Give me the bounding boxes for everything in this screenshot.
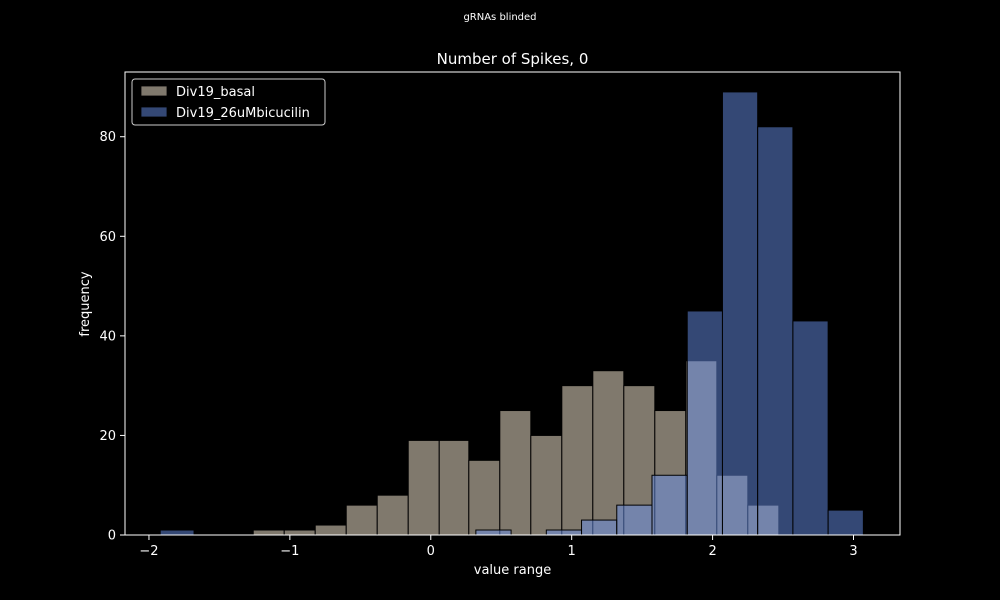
y-tick-label-1: 20 [99, 429, 116, 444]
bar-bicucilin-1 [475, 529, 512, 536]
bar-basal-10 [561, 385, 594, 536]
x-tick-label-0: −2 [139, 544, 158, 559]
x-tick-label-5: 3 [849, 544, 857, 559]
bar-bicucilin-10 [827, 509, 864, 536]
bar-basal-4 [376, 494, 409, 536]
legend-swatch-bicucilin [140, 106, 168, 118]
bar-basal-2 [314, 524, 347, 536]
legend-box [131, 78, 326, 126]
x-axis: −2 −1 0 1 2 3 [139, 535, 858, 559]
figure-suptitle: gRNAs blinded [463, 12, 536, 23]
bar-bicucilin-6 [686, 310, 723, 536]
bar-basal-7 [468, 459, 501, 536]
bar-bicucilin-3 [581, 519, 618, 536]
y-tick-label-3: 60 [99, 230, 116, 245]
y-axis-label: frequency [78, 271, 93, 337]
bar-bicucilin-5 [651, 474, 688, 536]
legend-label-bicucilin: Div19_26uMbicucilin [176, 106, 310, 121]
bar-basal-9 [530, 434, 563, 536]
bar-basal-5 [407, 439, 440, 536]
bar-bicucilin-8 [757, 126, 794, 536]
bar-bicucilin-4 [616, 504, 653, 536]
bar-bicucilin-9 [792, 320, 829, 536]
bar-basal-8 [499, 410, 532, 536]
x-tick-label-2: 0 [427, 544, 435, 559]
bars-layer [159, 91, 864, 536]
plot-frame [124, 71, 901, 536]
x-tick-label-3: 1 [568, 544, 576, 559]
x-axis-label: value range [474, 563, 551, 578]
y-axis: 0 20 40 60 80 [99, 130, 125, 544]
x-tick-label-4: 2 [708, 544, 716, 559]
x-tick-label-1: −1 [280, 544, 299, 559]
y-tick-label-2: 40 [99, 329, 116, 344]
legend-swatch-basal [140, 85, 168, 97]
legend: Div19_basal Div19_26uMbicucilin [131, 78, 326, 126]
bar-basal-1 [283, 529, 316, 536]
bar-basal-6 [438, 439, 470, 536]
bar-bicucilin-2 [545, 529, 583, 536]
bar-bicucilin-0 [159, 529, 195, 536]
bar-basal-3 [345, 504, 378, 536]
chart-title: Number of Spikes, 0 [437, 50, 589, 68]
legend-label-basal: Div19_basal [176, 85, 255, 100]
bar-bicucilin-7 [721, 91, 759, 536]
y-tick-label-4: 80 [99, 130, 116, 145]
y-tick-label-0: 0 [108, 529, 116, 544]
bar-basal-0 [252, 529, 285, 536]
